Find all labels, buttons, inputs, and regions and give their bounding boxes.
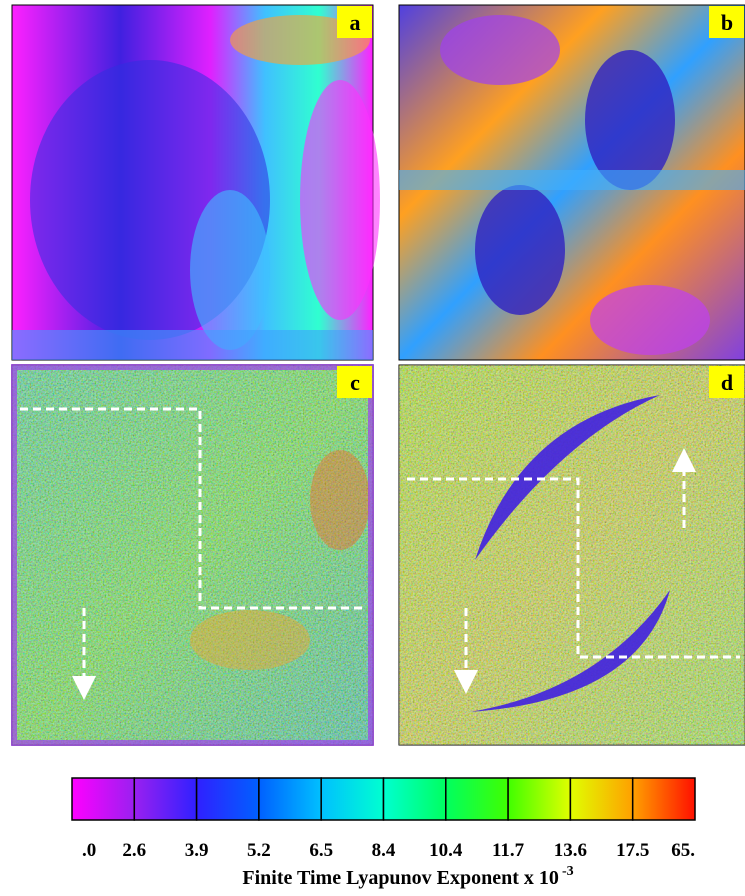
panel-label: a: [350, 10, 361, 35]
panel-label-box: [709, 366, 744, 398]
colorbar: .0 2.6 3.9 5.2 6.5 8.4 10.4 11.7 13.6 17.5 65.: [71, 777, 696, 861]
panel-c: [11, 364, 374, 746]
colorbar-tick-label: 13.6: [554, 840, 587, 861]
colorbar-tick-label: 10.4: [429, 840, 463, 861]
colorbar-segment: [445, 777, 509, 821]
panel-label: b: [721, 10, 733, 35]
panel-label: c: [350, 370, 360, 395]
colorbar-segment: [195, 777, 260, 821]
panel-a: [11, 4, 380, 361]
colorbar-segment: [569, 777, 634, 821]
colorbar-segment: [320, 777, 385, 821]
panel-d: [398, 364, 745, 746]
colorbar-segment: [71, 777, 136, 821]
colorbar-tick-label: 11.7: [492, 840, 525, 861]
panel-label-box: [337, 366, 372, 398]
colorbar-tick-label: 65.: [671, 840, 695, 861]
colorbar-title-exponent: -3: [562, 864, 574, 879]
colorbar-title-text: Finite Time Lyapunov Exponent x 10: [242, 867, 559, 889]
colorbar-tick-label: 3.9: [185, 840, 209, 861]
panel-label-box: [337, 6, 372, 38]
colorbar-segment: [507, 777, 572, 821]
colorbar-segment: [382, 777, 447, 821]
panel-label-box: [709, 6, 744, 38]
colorbar-segment: [133, 777, 198, 821]
colorbar-title: Finite Time Lyapunov Exponent x 10 -3: [242, 864, 573, 889]
colorbar-segment: [631, 777, 696, 821]
colorbar-segment: [258, 777, 322, 821]
colorbar-tick-label: 5.2: [247, 840, 271, 861]
colorbar-tick-label: 6.5: [309, 840, 333, 861]
colorbar-tick-label: 17.5: [616, 840, 649, 861]
colorbar-tick-label: 2.6: [122, 840, 146, 861]
colorbar-tick-label: 8.4: [372, 840, 396, 861]
colorbar-tick-label: .0: [82, 840, 96, 861]
panel-label: d: [721, 370, 733, 395]
panel-b: [398, 4, 745, 361]
